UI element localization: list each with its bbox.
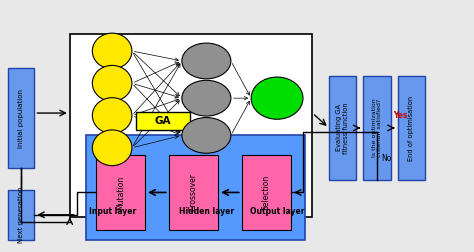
Bar (70, 34, 312, 217)
Ellipse shape (182, 43, 231, 79)
Text: Hidden layer: Hidden layer (179, 207, 234, 215)
Bar (242, 155, 291, 230)
Ellipse shape (92, 130, 132, 166)
Bar (9, 68, 35, 168)
Text: Initial population: Initial population (18, 88, 25, 147)
Text: Output layer: Output layer (250, 207, 304, 215)
Ellipse shape (92, 98, 132, 133)
Text: End of optimisation: End of optimisation (409, 95, 414, 161)
Text: Is the optimization
criterion satisfied?: Is the optimization criterion satisfied? (372, 99, 383, 157)
Bar (398, 76, 425, 180)
Ellipse shape (251, 77, 303, 119)
Text: Crossover: Crossover (189, 173, 198, 211)
Bar (86, 135, 305, 240)
Text: Yes: Yes (393, 111, 407, 120)
Bar (9, 190, 35, 240)
Text: GA: GA (155, 116, 171, 126)
Bar (96, 155, 145, 230)
Text: Mutation: Mutation (116, 175, 125, 210)
Text: Evaluating GA
fitness function: Evaluating GA fitness function (336, 102, 349, 154)
Text: No: No (382, 154, 392, 163)
Ellipse shape (92, 33, 132, 69)
Ellipse shape (182, 117, 231, 153)
Text: Selection: Selection (262, 175, 271, 210)
Bar (329, 76, 356, 180)
Bar (363, 76, 391, 180)
Ellipse shape (92, 66, 132, 101)
Ellipse shape (182, 80, 231, 116)
Bar (169, 155, 218, 230)
Text: Input layer: Input layer (89, 207, 136, 215)
Text: Next generation: Next generation (18, 186, 25, 243)
Bar (136, 112, 190, 131)
